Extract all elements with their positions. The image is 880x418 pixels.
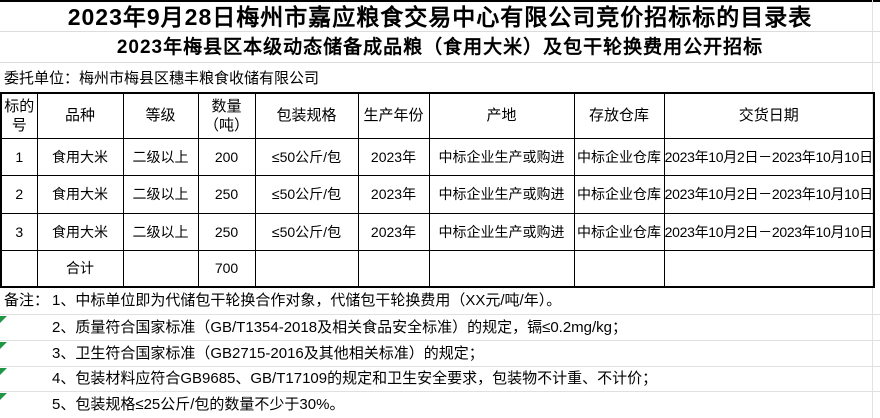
remark-item: 5、包装规格≤25公斤/包的数量不少于30%。 bbox=[0, 392, 880, 418]
col-header-origin: 产地 bbox=[428, 92, 575, 139]
cell-quantity: 250 bbox=[197, 174, 256, 214]
remark-item: 2、质量符合国家标准（GB/T1354-2018及相关食品安全标准）的规定，镉≤… bbox=[0, 315, 880, 341]
table-header-row: 标的 号 品种 等级 数量 （吨） 包装规格 生产年份 产地 存放仓库 交货日期 bbox=[0, 92, 875, 139]
col-header-grade: 等级 bbox=[122, 92, 199, 139]
cell-delivery-date: 2023年10月2日－2023年10月10日 bbox=[663, 174, 875, 214]
cell-packing-spec: ≤50公斤/包 bbox=[254, 174, 359, 214]
col-header-packing-spec: 包装规格 bbox=[254, 92, 359, 139]
cell-delivery-date: 2023年10月2日－2023年10月10日 bbox=[663, 137, 875, 176]
page-subtitle: 2023年梅县区本级动态储备成品粮（食用大米）及包干轮换费用公开招标 bbox=[116, 37, 764, 58]
error-indicator-icon bbox=[0, 393, 7, 400]
cell-lot-no: 3 bbox=[0, 212, 38, 251]
cell-lot-no: 2 bbox=[0, 174, 38, 214]
error-indicator-icon bbox=[0, 368, 7, 375]
cell-origin: 中标企业生产或购进 bbox=[428, 174, 575, 214]
col-header-delivery-date: 交货日期 bbox=[663, 92, 875, 139]
cell-production-year: 2023年 bbox=[357, 174, 430, 214]
cell-grade: 二级以上 bbox=[122, 212, 199, 251]
cell-delivery-date bbox=[663, 249, 875, 288]
cell-grade: 二级以上 bbox=[122, 137, 199, 176]
error-indicator-icon bbox=[0, 316, 7, 323]
table-row: 2 食用大米 二级以上 250 ≤50公斤/包 2023年 中标企业生产或购进 … bbox=[0, 174, 875, 214]
col-header-warehouse: 存放仓库 bbox=[573, 92, 665, 139]
cell-packing-spec bbox=[254, 249, 359, 288]
remark-item: 4、包装材料应符合GB9685、GB/T17109的规定和卫生安全要求，包装物不… bbox=[0, 367, 880, 392]
cell-variety: 食用大米 bbox=[36, 174, 124, 214]
cell-production-year: 2023年 bbox=[357, 137, 430, 176]
remark-text: 4、包装材料应符合GB9685、GB/T17109的规定和卫生安全要求，包装物不… bbox=[52, 370, 658, 387]
sheet-gridline-horizontal bbox=[0, 31, 880, 32]
remark-item: 3、卫生符合国家标准（GB2715-2016及其他相关标准）的规定； bbox=[0, 341, 880, 367]
cell-quantity: 250 bbox=[197, 212, 256, 251]
cell-variety: 食用大米 bbox=[36, 212, 124, 251]
table-row: 1 食用大米 二级以上 200 ≤50公斤/包 2023年 中标企业生产或购进 … bbox=[0, 137, 875, 176]
cell-warehouse: 中标企业仓库 bbox=[573, 137, 665, 176]
remark-text: 5、包装规格≤25公斤/包的数量不少于30%。 bbox=[52, 396, 345, 413]
cell-packing-spec: ≤50公斤/包 bbox=[254, 212, 359, 251]
cell-variety: 食用大米 bbox=[36, 137, 124, 176]
bid-catalog-table: 标的 号 品种 等级 数量 （吨） 包装规格 生产年份 产地 存放仓库 交货日期… bbox=[0, 92, 875, 288]
cell-warehouse: 中标企业仓库 bbox=[573, 212, 665, 251]
remarks-label: 备注： bbox=[4, 292, 50, 309]
cell-lot-no: 1 bbox=[0, 137, 38, 176]
cell-origin: 中标企业生产或购进 bbox=[428, 212, 575, 251]
col-header-variety: 品种 bbox=[36, 92, 124, 139]
remark-text: 2、质量符合国家标准（GB/T1354-2018及相关食品安全标准）的规定，镉≤… bbox=[52, 319, 628, 336]
cell-warehouse: 中标企业仓库 bbox=[573, 174, 665, 214]
cell-production-year: 2023年 bbox=[357, 212, 430, 251]
remarks-section: 备注： 1、中标单位即为代储包干轮换合作对象，代储包干轮换费用（XX元/吨/年）… bbox=[0, 287, 880, 418]
cell-origin bbox=[428, 249, 575, 288]
cell-grade bbox=[122, 249, 199, 288]
table-total-row: 合计 700 bbox=[0, 249, 875, 288]
cell-quantity: 200 bbox=[197, 137, 256, 176]
error-indicator-icon bbox=[0, 342, 7, 349]
table-row: 3 食用大米 二级以上 250 ≤50公斤/包 2023年 中标企业生产或购进 … bbox=[0, 212, 875, 251]
col-header-production-year: 生产年份 bbox=[357, 92, 430, 139]
cell-packing-spec: ≤50公斤/包 bbox=[254, 137, 359, 176]
cell-origin: 中标企业生产或购进 bbox=[428, 137, 575, 176]
cell-warehouse bbox=[573, 249, 665, 288]
cell-lot-no bbox=[0, 249, 38, 288]
cell-production-year bbox=[357, 249, 430, 288]
consignor-label: 委托单位： bbox=[4, 70, 80, 87]
col-header-quantity: 数量 （吨） bbox=[197, 92, 256, 139]
cell-grade: 二级以上 bbox=[122, 174, 199, 214]
cell-delivery-date: 2023年10月2日－2023年10月10日 bbox=[663, 212, 875, 251]
page-title: 2023年9月28日梅州市嘉应粮食交易中心有限公司竞价招标标的目录表 bbox=[67, 4, 813, 30]
consignor-name: 梅州市梅县区穗丰粮食收储有限公司 bbox=[79, 70, 320, 87]
sheet-gridline-horizontal bbox=[0, 62, 880, 63]
top-border-rule bbox=[0, 0, 880, 2]
consignor-line: 委托单位：梅州市梅县区穗丰粮食收储有限公司 bbox=[4, 70, 319, 88]
cell-total-label: 合计 bbox=[36, 249, 124, 288]
cell-total-quantity: 700 bbox=[197, 249, 256, 288]
remark-item: 备注： 1、中标单位即为代储包干轮换合作对象，代储包干轮换费用（XX元/吨/年）… bbox=[0, 287, 880, 315]
col-header-lot-no: 标的 号 bbox=[0, 92, 38, 139]
remark-text: 3、卫生符合国家标准（GB2715-2016及其他相关标准）的规定； bbox=[52, 345, 484, 362]
remark-text: 1、中标单位即为代储包干轮换合作对象，代储包干轮换费用（XX元/吨/年）。 bbox=[52, 292, 562, 309]
